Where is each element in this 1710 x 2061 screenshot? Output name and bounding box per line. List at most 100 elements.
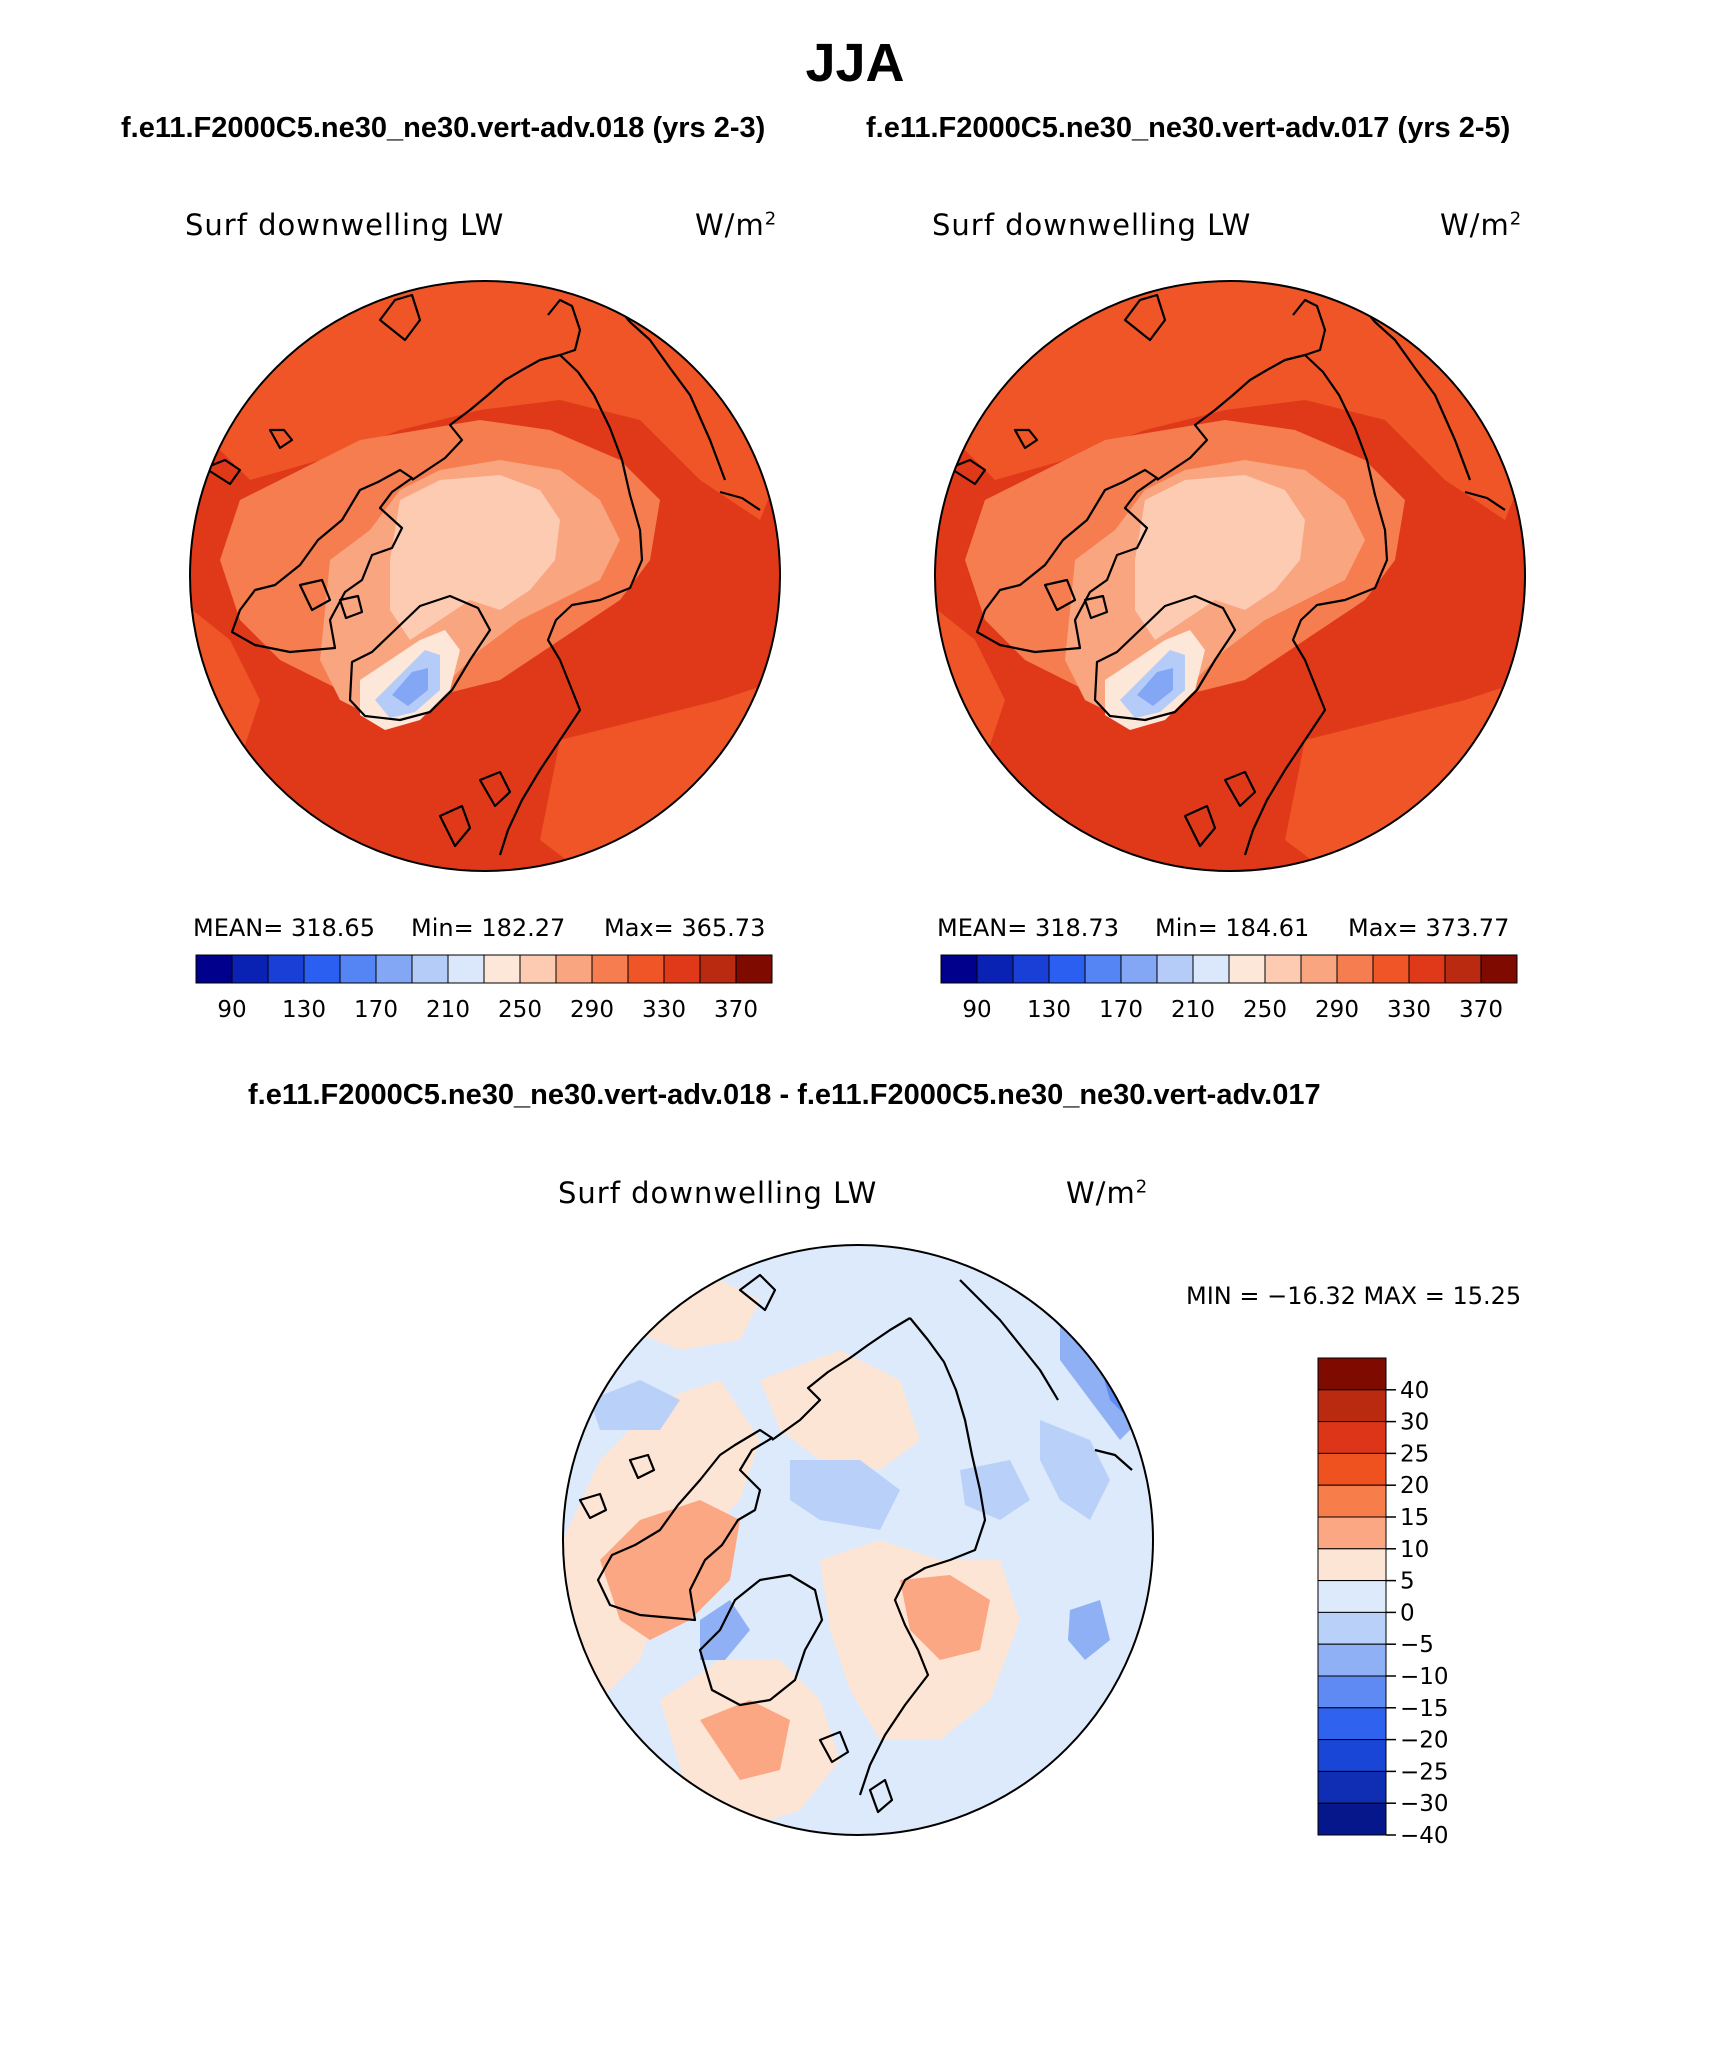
- colorbar3-tick-label: −5: [1400, 1632, 1434, 1658]
- colorbar1-swatch: [735, 954, 773, 984]
- colorbar3-swatch: [1317, 1580, 1387, 1613]
- colorbar3-swatch: [1317, 1643, 1387, 1677]
- colorbar2-swatch: [1444, 954, 1482, 984]
- colorbar2-swatch: [1048, 954, 1086, 984]
- colorbar3-swatch: [1317, 1516, 1387, 1550]
- case-right-title: f.e11.F2000C5.ne30_ne30.vert-adv.017 (yr…: [866, 112, 1511, 144]
- colorbar2-tick-label: 290: [1315, 997, 1359, 1023]
- colorbar2-tick-label: 330: [1387, 997, 1431, 1023]
- colorbar2-swatch: [976, 954, 1014, 984]
- colorbar1-tick-label: 90: [217, 997, 246, 1023]
- colorbar3-swatch: [1317, 1739, 1387, 1772]
- colorbar3-swatch: [1317, 1484, 1387, 1518]
- map-panel-1: [189, 280, 781, 872]
- colorbar-difference: 40 30 25 20 15 10 5 0 −5 −10 −15 −20 −25 −30 −40: [1317, 1357, 1449, 1849]
- season-title: JJA: [805, 33, 905, 93]
- colorbar1-swatch: [447, 954, 485, 984]
- panel1-units-label: W/m2: [695, 208, 778, 242]
- colorbar3-tick-label: −25: [1400, 1759, 1449, 1785]
- colorbar3-tick-label: 30: [1400, 1410, 1429, 1436]
- colorbar1-swatch: [411, 954, 449, 984]
- colorbar2-tick-label: 370: [1459, 997, 1503, 1023]
- colorbar3-tick-label: −10: [1400, 1664, 1449, 1690]
- colorbar2-swatch: [1192, 954, 1230, 984]
- panel2-mean-label: MEAN= 318.73: [937, 914, 1119, 942]
- colorbar1-swatch: [663, 954, 701, 984]
- colorbar3-swatch: [1317, 1421, 1387, 1454]
- colorbar2-tick-label: 130: [1027, 997, 1071, 1023]
- panel2-max-label: Max= 373.77: [1348, 914, 1510, 942]
- panel1-max-label: Max= 365.73: [604, 914, 766, 942]
- colorbar1-tick-label: 210: [426, 997, 470, 1023]
- colorbar3-swatch: [1317, 1675, 1387, 1709]
- colorbar3-tick-label: 20: [1400, 1473, 1429, 1499]
- colorbar2-swatch: [1228, 954, 1266, 984]
- difference-title: f.e11.F2000C5.ne30_ne30.vert-adv.018 - f…: [248, 1079, 1321, 1111]
- colorbar1-swatch: [483, 954, 521, 984]
- diff-units-label: W/m2: [1066, 1176, 1149, 1210]
- colorbar2-swatch: [1336, 954, 1374, 984]
- colorbar1-tick-label: 250: [498, 997, 542, 1023]
- colorbar-panel-2: 90 130 170 210 250 290 330 370: [940, 954, 1518, 1023]
- colorbar1-swatch: [555, 954, 593, 984]
- colorbar3-swatch: [1317, 1548, 1387, 1582]
- colorbar2-swatch: [1408, 954, 1446, 984]
- colorbar3-tick-label: −30: [1400, 1791, 1449, 1817]
- colorbar1-swatch: [375, 954, 413, 984]
- colorbar2-tick-label: 250: [1243, 997, 1287, 1023]
- colorbar1-swatch: [303, 954, 341, 984]
- colorbar3-tick-label: 0: [1400, 1600, 1415, 1626]
- panel2-min-label: Min= 184.61: [1155, 914, 1310, 942]
- panel2-units-label: W/m2: [1440, 208, 1523, 242]
- map-panel-2: [934, 280, 1526, 872]
- colorbar2-swatch: [1156, 954, 1194, 984]
- case-left-title: f.e11.F2000C5.ne30_ne30.vert-adv.018 (yr…: [121, 112, 766, 144]
- colorbar1-swatch: [591, 954, 629, 984]
- colorbar3-tick-label: 5: [1400, 1569, 1415, 1595]
- colorbar2-tick-label: 170: [1099, 997, 1143, 1023]
- panel1-mean-label: MEAN= 318.65: [193, 914, 375, 942]
- colorbar3-tick-label: −20: [1400, 1728, 1449, 1754]
- colorbar3-swatch: [1317, 1802, 1387, 1836]
- colorbar1-swatch: [195, 954, 233, 984]
- colorbar1-swatch: [231, 954, 269, 984]
- colorbar2-swatch: [1372, 954, 1410, 984]
- colorbar1-tick-label: 130: [282, 997, 326, 1023]
- colorbar2-swatch: [1480, 954, 1518, 984]
- colorbar3-tick-label: 10: [1400, 1537, 1429, 1563]
- colorbar1-tick-label: 330: [642, 997, 686, 1023]
- colorbar2-swatch: [1264, 954, 1302, 984]
- colorbar3-swatch: [1317, 1452, 1387, 1486]
- diff-variable-label: Surf downwelling LW: [558, 1176, 878, 1210]
- colorbar2-swatch: [1120, 954, 1158, 984]
- map-panel-diff: [562, 1244, 1154, 1836]
- colorbar3-tick-label: 25: [1400, 1441, 1429, 1467]
- colorbar3-swatch: [1317, 1707, 1387, 1741]
- colorbar1-tick-label: 370: [714, 997, 758, 1023]
- colorbar3-swatch: [1317, 1770, 1387, 1804]
- colorbar1-swatch: [519, 954, 557, 984]
- colorbar2-swatch: [1300, 954, 1338, 984]
- colorbar3-swatch: [1317, 1611, 1387, 1645]
- colorbar1-swatch: [267, 954, 305, 984]
- colorbar3-tick-label: 40: [1400, 1378, 1429, 1404]
- colorbar2-swatch: [1012, 954, 1050, 984]
- colorbar2-swatch: [1084, 954, 1122, 984]
- colorbar3-tick-label: −40: [1400, 1823, 1449, 1849]
- colorbar1-swatch: [627, 954, 665, 984]
- colorbar3-swatch: [1317, 1389, 1387, 1423]
- colorbar2-tick-label: 210: [1171, 997, 1215, 1023]
- colorbar2-tick-label: 90: [962, 997, 991, 1023]
- colorbar1-tick-label: 290: [570, 997, 614, 1023]
- colorbar3-tick-label: 15: [1400, 1505, 1429, 1531]
- colorbar3-tick-label: −15: [1400, 1696, 1449, 1722]
- colorbar1-swatch: [339, 954, 377, 984]
- diff-minmax-label: MIN = −16.32 MAX = 15.25: [1186, 1282, 1522, 1310]
- colorbar2-swatch: [940, 954, 978, 984]
- colorbar3-swatch: [1317, 1357, 1387, 1391]
- panel1-min-label: Min= 182.27: [411, 914, 566, 942]
- panel1-variable-label: Surf downwelling LW: [185, 208, 505, 242]
- colorbar-panel-1: 90 130 170 210 250 290 330 370: [195, 954, 773, 1023]
- colorbar1-swatch: [699, 954, 737, 984]
